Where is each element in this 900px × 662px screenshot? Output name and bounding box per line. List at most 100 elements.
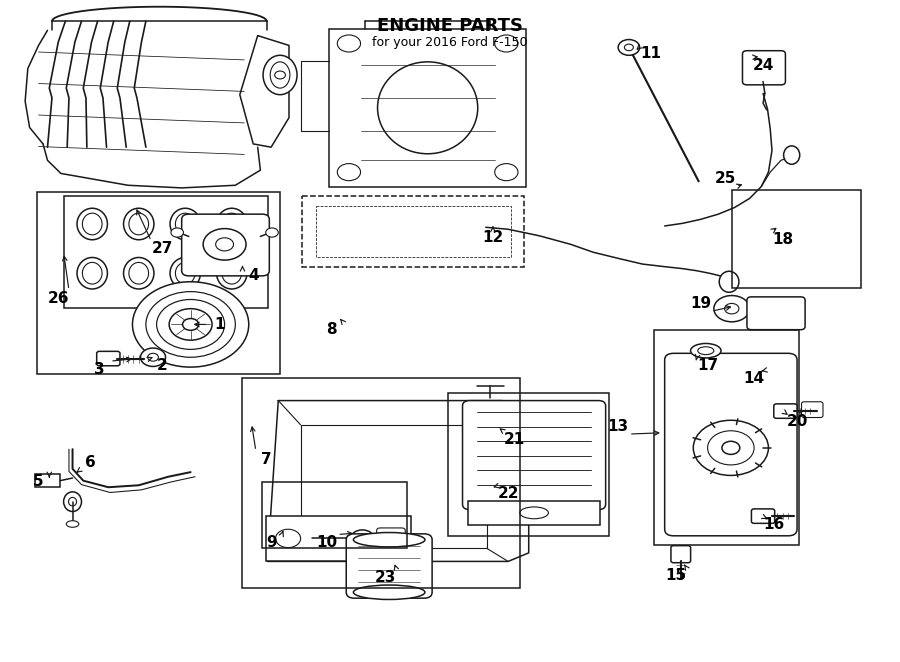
Circle shape (338, 164, 361, 181)
FancyBboxPatch shape (747, 297, 806, 330)
FancyBboxPatch shape (742, 51, 786, 85)
Bar (37, 192, 280, 374)
Text: 3: 3 (94, 361, 104, 377)
Bar (242, 378, 520, 589)
Circle shape (722, 442, 740, 454)
Bar (468, 501, 600, 525)
Circle shape (140, 348, 166, 367)
Text: 12: 12 (482, 230, 504, 246)
Bar (654, 330, 799, 545)
Ellipse shape (64, 492, 82, 512)
Circle shape (148, 354, 158, 361)
Circle shape (375, 565, 390, 575)
Circle shape (495, 164, 518, 181)
Circle shape (724, 303, 739, 314)
Ellipse shape (170, 209, 201, 240)
Bar (302, 197, 524, 267)
Ellipse shape (377, 62, 478, 154)
Bar (329, 29, 526, 187)
Circle shape (132, 282, 248, 367)
Circle shape (216, 238, 233, 251)
Text: 4: 4 (248, 267, 258, 283)
Bar (262, 482, 407, 547)
Text: 24: 24 (752, 58, 774, 73)
Text: 6: 6 (86, 455, 95, 470)
Text: 22: 22 (498, 487, 519, 501)
Ellipse shape (784, 146, 800, 164)
Text: for your 2016 Ford F-150: for your 2016 Ford F-150 (373, 36, 527, 49)
Circle shape (707, 431, 754, 465)
Circle shape (169, 308, 212, 340)
Text: 11: 11 (641, 46, 662, 62)
Ellipse shape (77, 209, 107, 240)
Bar (301, 425, 487, 548)
FancyBboxPatch shape (96, 352, 120, 366)
FancyBboxPatch shape (802, 402, 823, 418)
Circle shape (495, 35, 518, 52)
Circle shape (338, 35, 361, 52)
Text: 10: 10 (316, 535, 338, 550)
Text: 13: 13 (608, 418, 629, 434)
Ellipse shape (217, 258, 247, 289)
Circle shape (171, 228, 184, 237)
Ellipse shape (176, 262, 195, 284)
Bar (732, 190, 861, 289)
Polygon shape (267, 401, 528, 561)
Circle shape (714, 295, 750, 322)
Polygon shape (239, 36, 289, 147)
Ellipse shape (129, 262, 148, 284)
Bar (448, 393, 609, 536)
Ellipse shape (270, 62, 290, 88)
Ellipse shape (222, 213, 241, 235)
Ellipse shape (83, 262, 102, 284)
Circle shape (203, 228, 246, 260)
Text: 15: 15 (665, 568, 686, 583)
Circle shape (364, 557, 400, 583)
Bar (316, 207, 511, 258)
Circle shape (183, 318, 199, 330)
Text: ENGINE PARTS: ENGINE PARTS (377, 17, 523, 34)
FancyBboxPatch shape (377, 528, 405, 549)
Text: 18: 18 (772, 232, 793, 247)
Ellipse shape (123, 258, 154, 289)
FancyBboxPatch shape (182, 214, 269, 276)
Circle shape (157, 299, 225, 350)
Text: 23: 23 (375, 570, 396, 585)
Ellipse shape (67, 521, 79, 527)
FancyBboxPatch shape (463, 401, 606, 510)
FancyBboxPatch shape (752, 509, 775, 524)
Bar (64, 197, 267, 308)
Ellipse shape (520, 507, 548, 519)
Circle shape (351, 530, 374, 547)
Ellipse shape (222, 262, 241, 284)
Bar (35, 474, 60, 487)
Ellipse shape (170, 258, 201, 289)
Circle shape (275, 529, 301, 547)
Circle shape (693, 420, 769, 475)
Polygon shape (43, 144, 260, 188)
Ellipse shape (217, 209, 247, 240)
Ellipse shape (129, 213, 148, 235)
Circle shape (274, 71, 285, 79)
FancyBboxPatch shape (665, 354, 797, 536)
Ellipse shape (77, 258, 107, 289)
Text: 7: 7 (261, 451, 272, 467)
Text: 27: 27 (151, 242, 173, 256)
Text: 21: 21 (504, 432, 525, 447)
Ellipse shape (123, 209, 154, 240)
Ellipse shape (354, 532, 425, 547)
Ellipse shape (176, 213, 195, 235)
Text: 14: 14 (743, 371, 765, 386)
FancyBboxPatch shape (346, 534, 432, 598)
Text: 1: 1 (214, 317, 224, 332)
FancyBboxPatch shape (774, 404, 797, 418)
Circle shape (625, 44, 634, 51)
Ellipse shape (719, 271, 739, 292)
Text: 5: 5 (33, 475, 44, 489)
Text: 2: 2 (157, 358, 167, 373)
Ellipse shape (690, 344, 721, 358)
Ellipse shape (263, 56, 297, 95)
Text: 20: 20 (787, 414, 807, 429)
Text: 19: 19 (690, 296, 711, 311)
Ellipse shape (698, 347, 714, 355)
